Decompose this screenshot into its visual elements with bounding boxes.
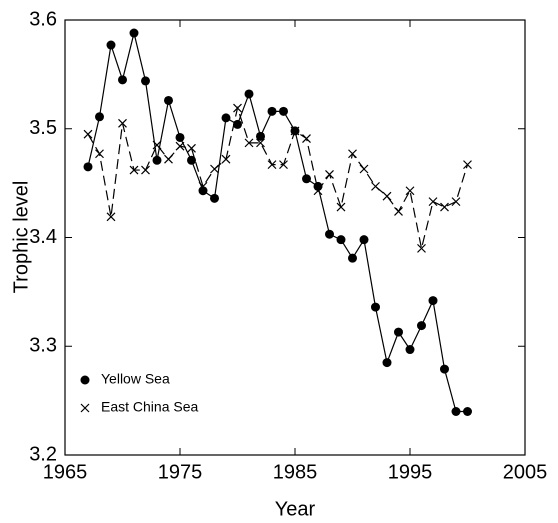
point — [244, 89, 254, 99]
point — [463, 407, 472, 416]
point — [428, 197, 438, 207]
point — [440, 364, 449, 374]
point — [106, 212, 116, 222]
point — [348, 253, 357, 263]
legend-symbol — [80, 403, 90, 413]
point — [129, 165, 139, 175]
point — [394, 327, 403, 337]
point — [405, 345, 415, 355]
point — [302, 134, 311, 143]
point — [325, 170, 334, 179]
x-axis-label: Year — [275, 498, 316, 520]
legend-label: East China Sea — [101, 399, 198, 415]
plot-frame — [64, 19, 526, 456]
series-line — [87, 32, 468, 413]
point — [290, 126, 300, 136]
point — [463, 160, 472, 170]
point — [164, 95, 173, 105]
point — [394, 206, 403, 216]
point — [95, 149, 104, 159]
point — [371, 181, 380, 191]
point — [187, 143, 196, 153]
point — [210, 193, 219, 203]
point — [118, 75, 127, 85]
point — [382, 358, 392, 368]
point — [152, 140, 162, 150]
point — [118, 118, 127, 128]
point — [256, 138, 265, 148]
y-tick-label: 3.4 — [29, 226, 57, 248]
point — [83, 162, 93, 172]
point — [198, 181, 208, 191]
point — [221, 154, 231, 164]
point — [348, 149, 357, 159]
point — [233, 119, 242, 129]
point — [175, 141, 185, 151]
point — [451, 407, 461, 416]
legend-label: Yellow Sea — [101, 371, 170, 387]
x-tick-label: 1995 — [388, 461, 433, 483]
point — [83, 129, 93, 139]
legend-symbol — [80, 375, 90, 385]
point — [221, 113, 231, 123]
point — [336, 235, 346, 245]
x-tick-label: 1975 — [158, 461, 203, 483]
point — [302, 174, 311, 184]
point — [95, 112, 104, 122]
point — [210, 164, 219, 174]
point — [279, 106, 288, 116]
x-tick-label: 1985 — [273, 461, 318, 483]
point — [106, 40, 116, 50]
point — [244, 138, 254, 148]
y-tick-label: 3.2 — [29, 443, 57, 465]
series-line — [87, 105, 469, 249]
point — [371, 302, 380, 312]
point — [267, 106, 277, 116]
point — [279, 160, 288, 170]
point — [198, 186, 208, 196]
point — [152, 155, 162, 165]
point — [175, 132, 185, 142]
point — [164, 154, 173, 164]
point — [428, 296, 438, 306]
point — [313, 186, 323, 196]
point — [267, 160, 277, 170]
point — [233, 103, 242, 113]
y-tick-label: 3.3 — [29, 335, 57, 357]
point — [382, 191, 392, 201]
point — [141, 76, 150, 86]
point — [359, 164, 369, 174]
point — [417, 243, 426, 253]
x-tick-label: 1965 — [43, 461, 88, 483]
point — [141, 165, 150, 175]
point — [451, 197, 461, 207]
y-axis-label: Trophic level — [10, 181, 32, 294]
point — [440, 202, 449, 212]
x-tick-label: 2005 — [503, 461, 548, 483]
point — [187, 155, 196, 165]
y-tick-label: 3.5 — [29, 117, 57, 139]
y-tick-label: 3.6 — [29, 8, 57, 30]
point — [336, 202, 346, 212]
point — [405, 186, 415, 196]
point — [359, 235, 369, 245]
point — [129, 28, 139, 38]
point — [417, 321, 426, 331]
point — [325, 229, 334, 239]
point — [256, 131, 265, 141]
